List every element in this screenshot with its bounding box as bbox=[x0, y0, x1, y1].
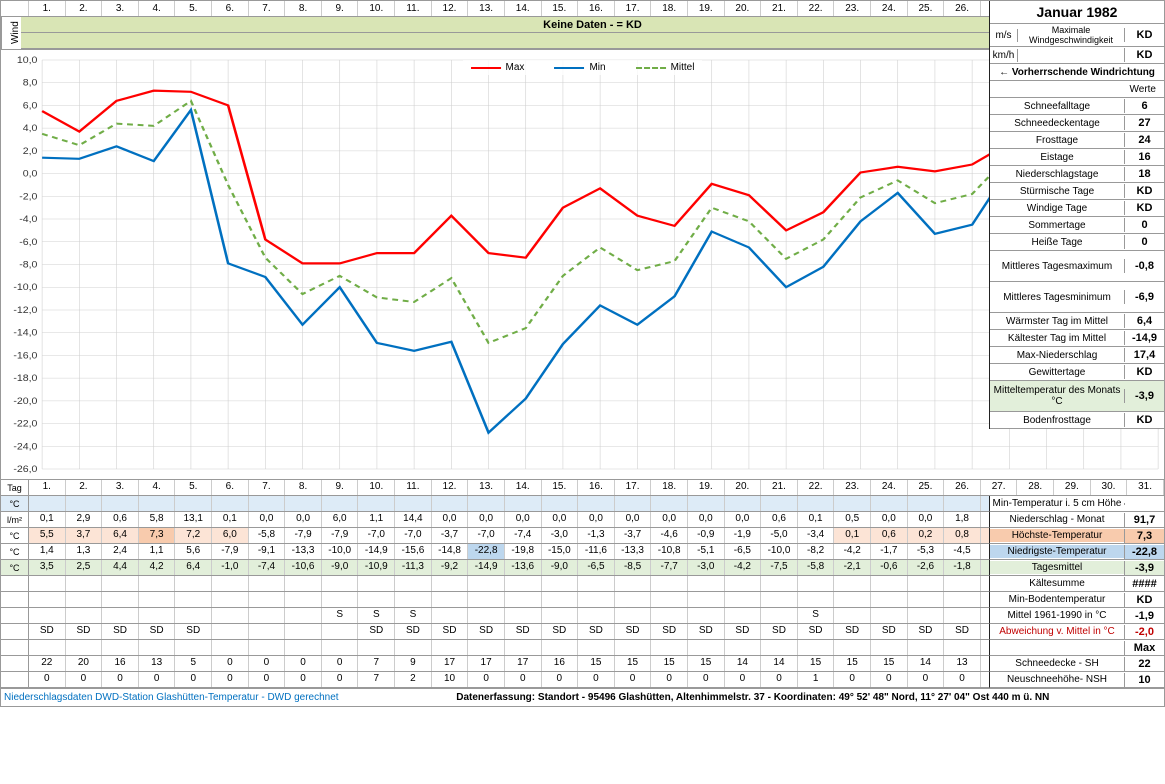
svg-text:-14,0: -14,0 bbox=[13, 328, 38, 338]
day-header: 26. bbox=[944, 1, 981, 16]
stat-row: Schneefalltage6 bbox=[990, 98, 1164, 115]
stat-row: Max-Niederschlag17,4 bbox=[990, 347, 1164, 364]
svg-text:4,0: 4,0 bbox=[23, 124, 38, 134]
stat-row: Wärmster Tag im Mittel6,4 bbox=[990, 313, 1164, 330]
stat-row: Mittleres Tagesminimum-6,9 bbox=[990, 282, 1164, 313]
day-header: 16. bbox=[578, 1, 615, 16]
day-header: 15. bbox=[542, 1, 579, 16]
day-header: 7. bbox=[249, 1, 286, 16]
day-header: 14. bbox=[505, 1, 542, 16]
data-row: Tag1.2.3.4.5.6.7.8.9.10.11.12.13.14.15.1… bbox=[1, 480, 1164, 496]
day-header: 10. bbox=[358, 1, 395, 16]
day-header: 12. bbox=[432, 1, 469, 16]
stat-row: Mittleres Tagesmaximum-0,8 bbox=[990, 251, 1164, 282]
svg-text:0,0: 0,0 bbox=[23, 169, 38, 179]
svg-text:10,0: 10,0 bbox=[17, 56, 38, 66]
day-header: 9. bbox=[322, 1, 359, 16]
stat-row: Windige TageKD bbox=[990, 200, 1164, 217]
day-header: 8. bbox=[285, 1, 322, 16]
day-header: 4. bbox=[139, 1, 176, 16]
stat-row: Kältester Tag im Mittel-14,9 bbox=[990, 330, 1164, 347]
svg-text:-8,0: -8,0 bbox=[19, 260, 38, 270]
stat-row: Stürmische TageKD bbox=[990, 183, 1164, 200]
day-header: 2. bbox=[66, 1, 103, 16]
svg-text:-16,0: -16,0 bbox=[13, 351, 38, 361]
svg-text:-10,0: -10,0 bbox=[13, 283, 38, 293]
day-header: 22. bbox=[798, 1, 835, 16]
day-header: 3. bbox=[102, 1, 139, 16]
day-header: 17. bbox=[615, 1, 652, 16]
weather-report: 1.2.3.4.5.6.7.8.9.10.11.12.13.14.15.16.1… bbox=[0, 0, 1165, 707]
day-header: 11. bbox=[395, 1, 432, 16]
day-header: 19. bbox=[688, 1, 725, 16]
stat-row: Schneedeckentage27 bbox=[990, 115, 1164, 132]
stat-row: Heiße Tage0 bbox=[990, 234, 1164, 251]
stat-row: GewittertageKD bbox=[990, 364, 1164, 381]
stat-row: BodenfrosttageKD bbox=[990, 412, 1164, 429]
footer-source: Niederschlagsdaten DWD-Station Glashütte… bbox=[1, 689, 342, 706]
day-header: 1. bbox=[29, 1, 66, 16]
svg-text:-18,0: -18,0 bbox=[13, 374, 38, 384]
svg-text:-6,0: -6,0 bbox=[19, 237, 38, 247]
footer: Niederschlagsdaten DWD-Station Glashütte… bbox=[1, 688, 1164, 706]
day-header: 24. bbox=[871, 1, 908, 16]
day-header: 20. bbox=[725, 1, 762, 16]
chart-legend: Max Min Mittel bbox=[463, 60, 703, 75]
day-header: 13. bbox=[468, 1, 505, 16]
svg-text:-12,0: -12,0 bbox=[13, 306, 38, 316]
svg-text:8,0: 8,0 bbox=[23, 78, 38, 88]
footer-location: Datenerfassung: Standort - 95496 Glashüt… bbox=[342, 689, 1164, 706]
svg-text:-24,0: -24,0 bbox=[13, 442, 38, 452]
day-header: 21. bbox=[761, 1, 798, 16]
svg-text:-4,0: -4,0 bbox=[19, 215, 38, 225]
svg-text:-22,0: -22,0 bbox=[13, 419, 38, 429]
stat-row: Mitteltemperatur des Monats °C-3,9 bbox=[990, 381, 1164, 412]
day-header: 18. bbox=[651, 1, 688, 16]
stat-row: Sommertage0 bbox=[990, 217, 1164, 234]
stat-row: Frosttage24 bbox=[990, 132, 1164, 149]
stat-row: Niederschlagstage18 bbox=[990, 166, 1164, 183]
day-header: 25. bbox=[908, 1, 945, 16]
stats-panel: Januar 1982 m/sMaximale Windgeschwindigk… bbox=[989, 1, 1164, 429]
svg-text:-26,0: -26,0 bbox=[13, 465, 38, 475]
svg-text:2,0: 2,0 bbox=[23, 147, 38, 157]
month-title: Januar 1982 bbox=[990, 1, 1164, 24]
wind-label: Wind bbox=[1, 17, 21, 49]
svg-text:-2,0: -2,0 bbox=[19, 192, 38, 202]
day-header: 5. bbox=[175, 1, 212, 16]
svg-text:6,0: 6,0 bbox=[23, 101, 38, 111]
stat-row: Eistage16 bbox=[990, 149, 1164, 166]
day-header: 23. bbox=[834, 1, 871, 16]
day-header: 6. bbox=[212, 1, 249, 16]
svg-text:-20,0: -20,0 bbox=[13, 397, 38, 407]
